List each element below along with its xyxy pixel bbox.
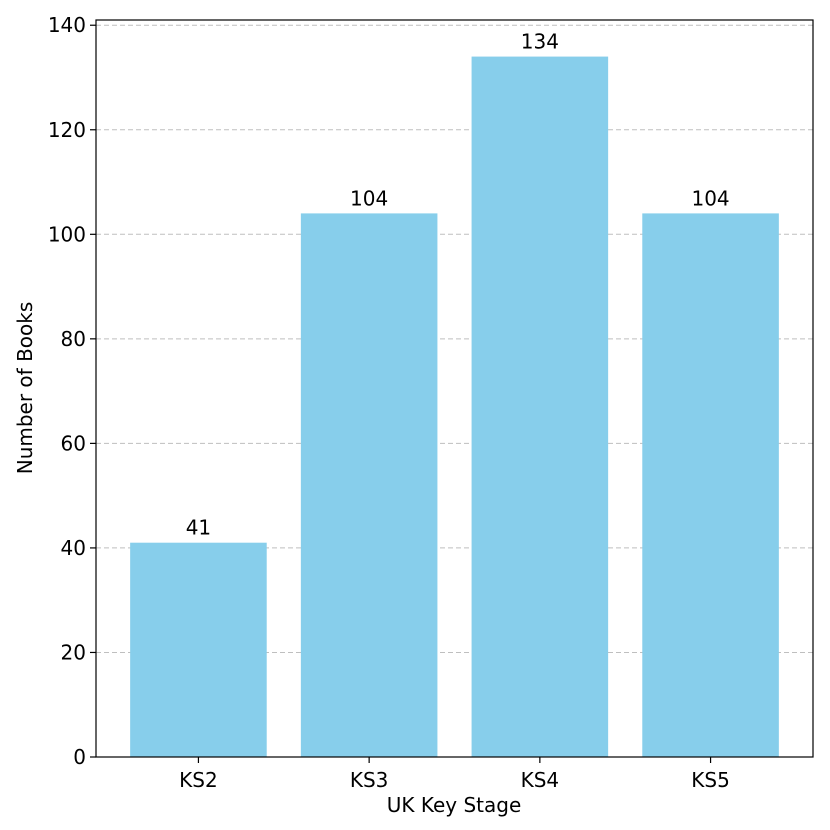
y-tick-label: 60 [61, 431, 86, 455]
y-axis-label: Number of Books [13, 302, 37, 475]
axis-layer: 0 20 40 60 80 100 120 140 KS2 KS3 KS4 KS5 [48, 13, 814, 792]
bar-value-label: 104 [691, 186, 729, 210]
bar-ks4 [471, 56, 609, 758]
x-tick-label: KS3 [350, 768, 389, 792]
y-tick-label: 20 [61, 640, 86, 664]
y-tick-label: 100 [48, 222, 86, 246]
bar-value-label: 41 [186, 516, 211, 540]
plot-frame [95, 19, 814, 758]
x-tick-label: KS5 [691, 768, 730, 792]
x-tick-label: KS2 [179, 768, 218, 792]
bar-ks5 [642, 213, 779, 757]
bar-layer [130, 56, 779, 758]
y-tick-label: 40 [61, 536, 86, 560]
bar-value-label: 134 [521, 30, 559, 54]
x-axis-label: UK Key Stage [387, 793, 522, 817]
bar-label-layer: 41 104 134 104 [186, 30, 730, 540]
y-tick-label: 120 [48, 118, 86, 142]
y-tick-label: 140 [48, 13, 86, 37]
y-tick-label: 80 [61, 327, 86, 351]
y-tick-label: 0 [73, 745, 86, 769]
bar-value-label: 104 [350, 186, 388, 210]
bar-ks3 [300, 213, 438, 757]
bar-ks2 [130, 542, 267, 757]
x-tick-label: KS4 [521, 768, 560, 792]
